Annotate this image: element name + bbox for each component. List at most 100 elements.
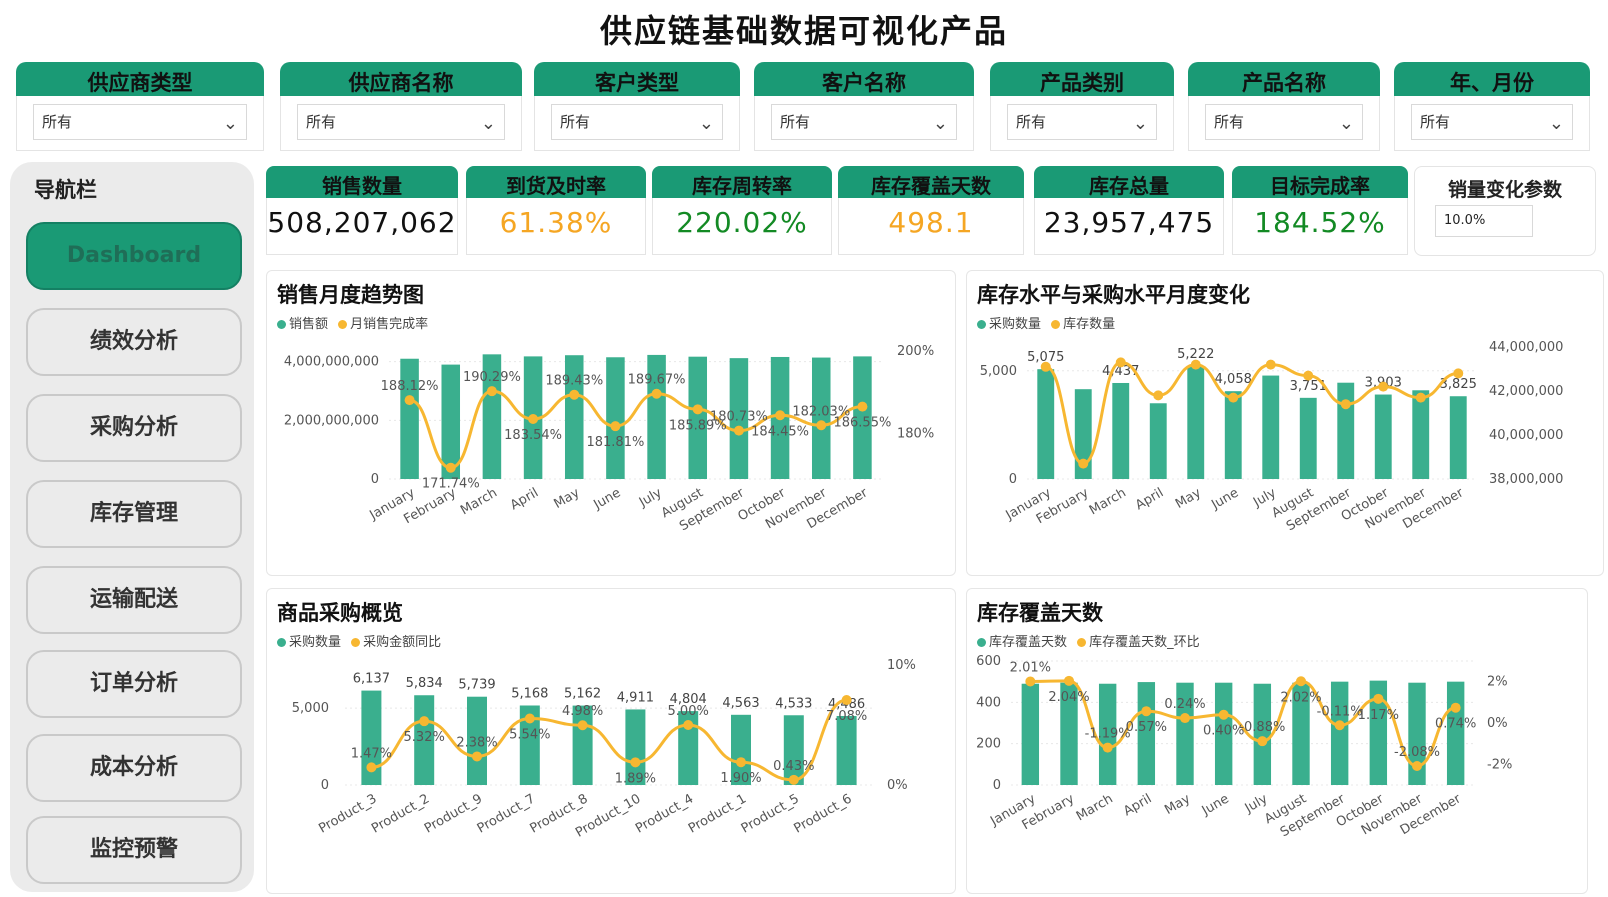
x-tick-label: Product_3: [316, 791, 379, 836]
bar: [1112, 382, 1130, 479]
customer-type-select[interactable]: 所有 ⌄: [551, 104, 723, 140]
y2-tick-label: 10%: [887, 658, 916, 673]
bar: [647, 354, 666, 479]
bar: [1299, 397, 1317, 479]
nav-procurement-button[interactable]: 采购分析: [26, 394, 242, 462]
bar: [1137, 682, 1156, 785]
line-label: 183.54%: [504, 428, 562, 443]
line-label: 0.40%: [1203, 724, 1244, 739]
year-month-select[interactable]: 所有 ⌄: [1411, 104, 1573, 140]
line-point: [692, 404, 703, 415]
filter-product-name[interactable]: 产品名称 所有 ⌄: [1188, 62, 1380, 152]
y-tick-label: 400: [976, 695, 1001, 710]
line-label: -2.08%: [1394, 745, 1440, 760]
series-line: [371, 698, 847, 782]
customer-name-select[interactable]: 所有 ⌄: [771, 104, 957, 140]
filter-label: 年、月份: [1394, 62, 1590, 96]
line-point: [445, 462, 456, 473]
y2-tick-label: 38,000,000: [1489, 472, 1563, 487]
product-name-select[interactable]: 所有 ⌄: [1205, 104, 1363, 140]
filter-supplier-type[interactable]: 供应商类型 所有 ⌄: [16, 62, 264, 152]
bar-label: 5,168: [511, 686, 548, 701]
filter-customer-type[interactable]: 客户类型 所有 ⌄: [534, 62, 740, 152]
chart-legend: 采购数量 采购金额同比: [277, 631, 441, 650]
line-point: [788, 774, 799, 785]
chart-legend: 销售额 月销售完成率: [277, 313, 428, 332]
kpi-label: 库存覆盖天数: [838, 166, 1024, 198]
line-label: 189.67%: [628, 373, 686, 388]
filter-label: 供应商类型: [16, 62, 264, 96]
bar: [361, 690, 382, 785]
line-point: [816, 420, 827, 431]
supplier-name-select[interactable]: 所有 ⌄: [297, 104, 505, 140]
sales-trend-chart: 销售月度趋势图 销售额 月销售完成率 0 2,000,000,000 4,000,0…: [266, 270, 956, 576]
line-point: [1102, 742, 1113, 753]
line-label: 5.32%: [404, 730, 445, 745]
line-point: [1141, 706, 1152, 717]
line-label: 181.81%: [586, 435, 644, 450]
filter-customer-name[interactable]: 客户名称 所有 ⌄: [754, 62, 974, 152]
x-tick-label: June: [1208, 485, 1241, 513]
line-point: [775, 410, 786, 421]
bar: [1253, 683, 1272, 785]
y-tick-label: 0: [321, 778, 329, 793]
x-tick-label: June: [1199, 791, 1232, 819]
param-input[interactable]: 10.0%: [1435, 205, 1533, 237]
series-line: [1030, 679, 1457, 768]
line-label: -1.19%: [1085, 727, 1131, 742]
bar-label: 3,751: [1290, 379, 1327, 394]
y-tick-label: 5,000: [980, 364, 1017, 379]
bar-label: 6,137: [353, 672, 390, 687]
supplier-type-select[interactable]: 所有 ⌄: [33, 104, 247, 140]
filter-year-month[interactable]: 年、月份 所有 ⌄: [1394, 62, 1590, 152]
line-label: 182.03%: [792, 404, 850, 419]
param-card: 销量变化参数 10.0%: [1414, 166, 1596, 256]
legend-dot-icon: [977, 638, 986, 647]
line-point: [1265, 359, 1276, 370]
filter-label: 客户名称: [754, 62, 974, 96]
nav-orders-button[interactable]: 订单分析: [26, 650, 242, 718]
bar: [606, 357, 625, 479]
bar: [1214, 682, 1233, 785]
line-point: [736, 757, 746, 768]
legend-dot-icon: [351, 638, 361, 647]
nav-alerts-button[interactable]: 监控预警: [26, 816, 242, 884]
x-tick-label: Product_1: [686, 791, 749, 836]
bar: [729, 358, 749, 479]
x-tick-label: Product_7: [475, 791, 538, 836]
bar: [1408, 682, 1426, 785]
line-label: 171.74%: [422, 477, 480, 492]
kpi-label: 库存周转率: [652, 166, 832, 198]
bar: [678, 711, 699, 785]
bar: [853, 356, 872, 479]
filter-supplier-name[interactable]: 供应商名称 所有 ⌄: [280, 62, 522, 152]
line-label: 1.90%: [720, 771, 761, 786]
bar: [1187, 365, 1205, 479]
x-tick-label: May: [1162, 791, 1193, 818]
nav-dashboard-button[interactable]: Dashboard: [26, 222, 242, 290]
bar: [1098, 683, 1117, 785]
kpi-value: 508,207,062: [266, 198, 458, 255]
legend-dot-icon: [338, 320, 348, 329]
bar: [1176, 682, 1194, 785]
line-label: 0.74%: [1435, 717, 1476, 732]
kpi-value: 23,957,475: [1034, 198, 1224, 255]
filter-label: 客户类型: [534, 62, 740, 96]
y2-tick-label: -2%: [1487, 757, 1512, 772]
bar: [783, 715, 804, 785]
bar-label: 4,804: [670, 692, 707, 707]
nav-inventory-button[interactable]: 库存管理: [26, 480, 242, 548]
nav-cost-button[interactable]: 成本分析: [26, 734, 242, 802]
kpi-inventory-total: 库存总量 23,957,475: [1034, 166, 1224, 256]
line-point: [1025, 676, 1036, 687]
line-point: [524, 713, 535, 724]
kpi-target-rate: 目标完成率 184.52%: [1232, 166, 1408, 256]
line-label: 7.08%: [826, 709, 867, 724]
product-category-select[interactable]: 所有 ⌄: [1007, 104, 1157, 140]
filter-product-category[interactable]: 产品类别 所有 ⌄: [990, 62, 1174, 152]
nav-transport-button[interactable]: 运输配送: [26, 566, 242, 634]
x-tick-label: Product_9: [422, 791, 485, 836]
bar: [688, 356, 708, 479]
nav-performance-button[interactable]: 绩效分析: [26, 308, 242, 376]
